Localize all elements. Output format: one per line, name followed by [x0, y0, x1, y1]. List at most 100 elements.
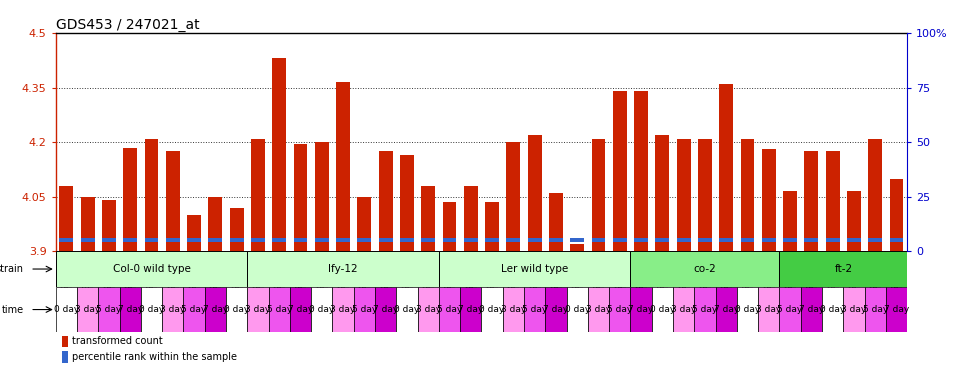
Bar — [780, 251, 907, 287]
Bar — [740, 139, 755, 251]
Bar — [421, 186, 435, 251]
Bar — [715, 287, 737, 332]
Bar — [610, 287, 631, 332]
Bar — [208, 238, 223, 242]
Bar — [822, 287, 843, 332]
Text: 0 day: 0 day — [395, 305, 420, 314]
Bar — [443, 202, 456, 251]
Bar — [549, 193, 563, 251]
Bar — [740, 238, 755, 242]
Bar — [418, 287, 439, 332]
Text: 5 day: 5 day — [96, 305, 122, 314]
Bar — [635, 91, 648, 251]
Text: 3 day: 3 day — [841, 305, 867, 314]
Bar — [698, 139, 712, 251]
Bar — [208, 197, 223, 251]
Bar — [311, 287, 332, 332]
Bar — [507, 142, 520, 251]
Bar — [719, 84, 733, 251]
Bar — [375, 287, 396, 332]
Bar — [248, 251, 439, 287]
Bar — [545, 287, 566, 332]
Bar — [56, 287, 77, 332]
Bar — [166, 151, 180, 251]
Text: 0 day: 0 day — [139, 305, 164, 314]
Bar — [588, 287, 610, 332]
Bar — [524, 287, 545, 332]
Bar — [656, 238, 669, 242]
Text: 3 day: 3 day — [160, 305, 185, 314]
Text: 5 day: 5 day — [522, 305, 547, 314]
Text: 5 day: 5 day — [863, 305, 888, 314]
Bar — [652, 287, 673, 332]
Bar — [248, 287, 269, 332]
Text: 0 day: 0 day — [820, 305, 846, 314]
Text: 3 day: 3 day — [671, 305, 696, 314]
Bar — [251, 139, 265, 251]
Bar — [229, 238, 244, 242]
Bar — [294, 144, 307, 251]
Bar — [485, 202, 499, 251]
Bar — [762, 149, 776, 251]
Bar — [591, 139, 606, 251]
Bar — [762, 238, 776, 242]
Bar — [591, 238, 606, 242]
Bar — [847, 238, 861, 242]
Bar — [379, 151, 393, 251]
Bar — [102, 238, 116, 242]
Text: 0 day: 0 day — [564, 305, 589, 314]
Text: 3 day: 3 day — [586, 305, 612, 314]
Bar — [826, 238, 840, 242]
Text: 3 day: 3 day — [330, 305, 356, 314]
Bar — [269, 287, 290, 332]
Bar — [77, 287, 98, 332]
Text: 0 day: 0 day — [735, 305, 760, 314]
Text: 5 day: 5 day — [692, 305, 717, 314]
Bar — [570, 238, 584, 242]
Bar — [60, 186, 73, 251]
Text: 7 day: 7 day — [117, 305, 143, 314]
Bar — [357, 238, 372, 242]
Text: 5 day: 5 day — [267, 305, 292, 314]
Bar — [890, 179, 903, 251]
Text: 3 day: 3 day — [246, 305, 271, 314]
Bar — [847, 191, 861, 251]
Bar — [204, 287, 226, 332]
Bar — [353, 287, 375, 332]
Bar — [673, 287, 694, 332]
Text: 3 day: 3 day — [75, 305, 100, 314]
Bar — [566, 287, 588, 332]
Bar — [379, 238, 393, 242]
Bar — [273, 238, 286, 242]
Text: 0 day: 0 day — [54, 305, 79, 314]
Bar — [698, 238, 712, 242]
Text: percentile rank within the sample: percentile rank within the sample — [72, 352, 237, 362]
Text: 7 day: 7 day — [884, 305, 909, 314]
Bar — [396, 287, 418, 332]
Text: strain: strain — [0, 264, 24, 274]
Bar — [443, 238, 456, 242]
Bar — [187, 238, 201, 242]
Bar — [145, 139, 158, 251]
Bar — [183, 287, 204, 332]
Text: ft-2: ft-2 — [834, 264, 852, 274]
Bar — [631, 251, 780, 287]
Bar — [481, 287, 503, 332]
Bar — [315, 142, 328, 251]
Text: 7 day: 7 day — [799, 305, 824, 314]
Bar — [357, 197, 372, 251]
Text: Col-0 wild type: Col-0 wild type — [112, 264, 190, 274]
Bar — [400, 238, 414, 242]
Bar — [843, 287, 865, 332]
Bar — [81, 238, 94, 242]
Bar — [400, 155, 414, 251]
Bar — [631, 287, 652, 332]
Text: 3 day: 3 day — [756, 305, 781, 314]
Bar — [60, 238, 73, 242]
Bar — [612, 91, 627, 251]
Text: 5 day: 5 day — [351, 305, 377, 314]
Bar — [464, 238, 478, 242]
Bar — [62, 351, 68, 363]
Bar — [81, 197, 94, 251]
Bar — [801, 287, 822, 332]
